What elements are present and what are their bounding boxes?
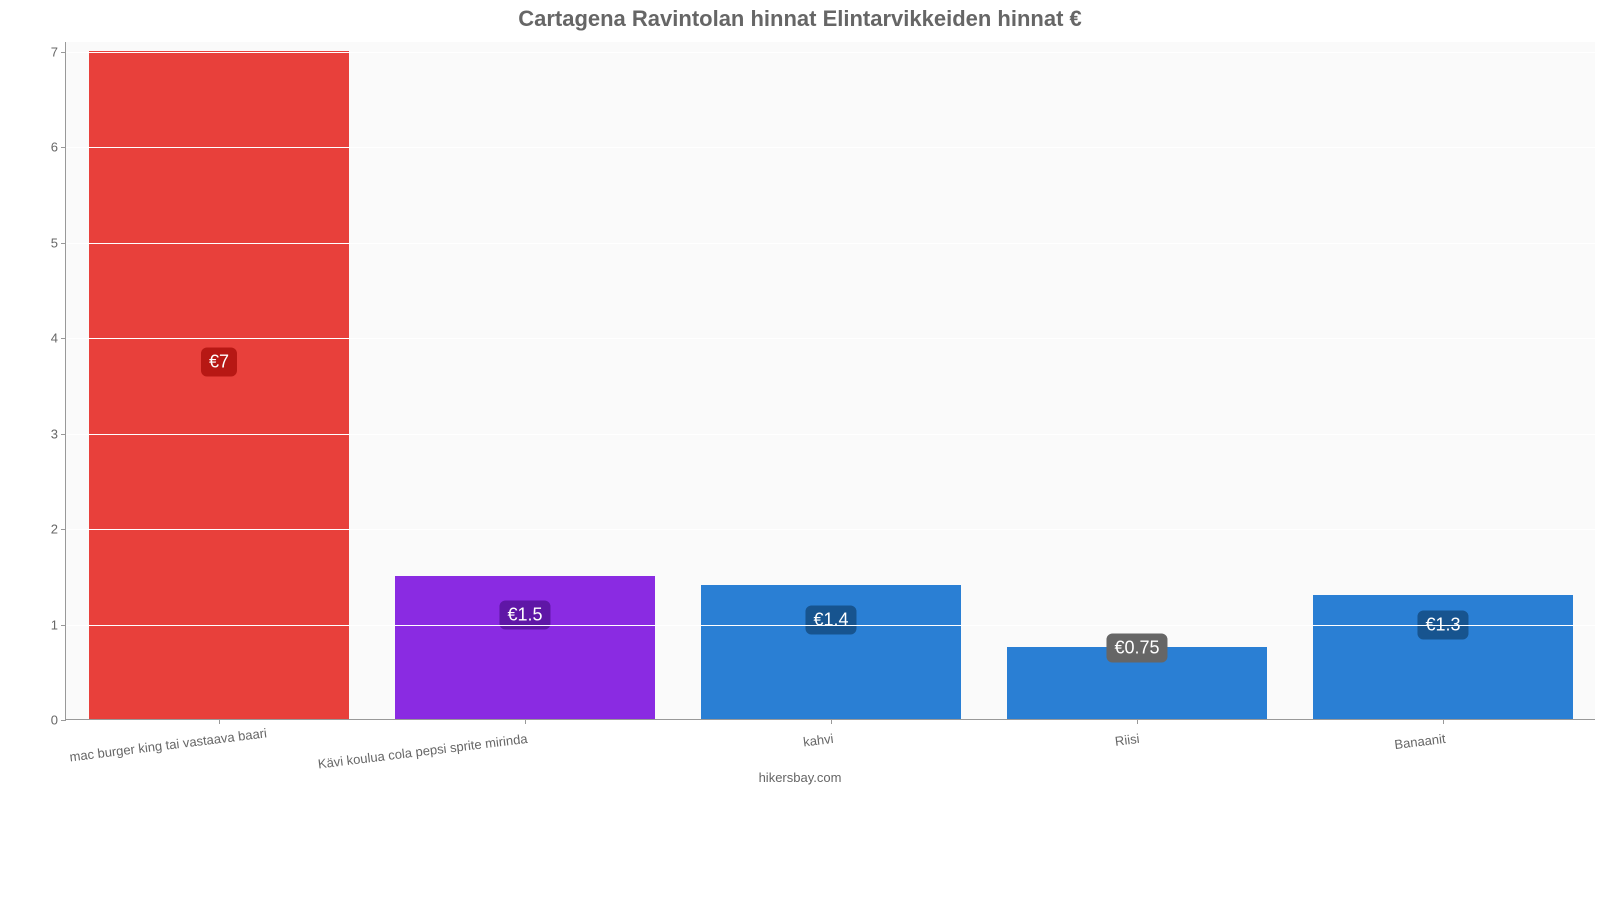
gridline [66,52,1595,53]
attribution: hikersbay.com [0,770,1600,785]
plot-area: €7€1.5€1.4€0.75€1.3 01234567mac burger k… [65,42,1595,720]
y-tick-mark [61,338,66,339]
y-tick-mark [61,434,66,435]
y-tick-mark [61,52,66,53]
gridline [66,147,1595,148]
y-tick-mark [61,625,66,626]
y-tick-mark [61,529,66,530]
bar-value-label: €0.75 [1106,634,1167,663]
y-tick-mark [61,243,66,244]
bar [89,51,349,719]
chart-title: Cartagena Ravintolan hinnat Elintarvikke… [0,6,1600,32]
bar [395,576,655,719]
gridline [66,529,1595,530]
x-tick-label: mac burger king tai vastaava baari [67,719,222,764]
y-tick-mark [61,720,66,721]
bar-value-label: €7 [201,347,237,376]
chart-container: Cartagena Ravintolan hinnat Elintarvikke… [0,0,1600,800]
bars-layer: €7€1.5€1.4€0.75€1.3 [66,42,1595,719]
gridline [66,434,1595,435]
gridline [66,338,1595,339]
bar-value-label: €1.4 [805,605,856,634]
gridline [66,243,1595,244]
gridline [66,625,1595,626]
y-tick-mark [61,147,66,148]
